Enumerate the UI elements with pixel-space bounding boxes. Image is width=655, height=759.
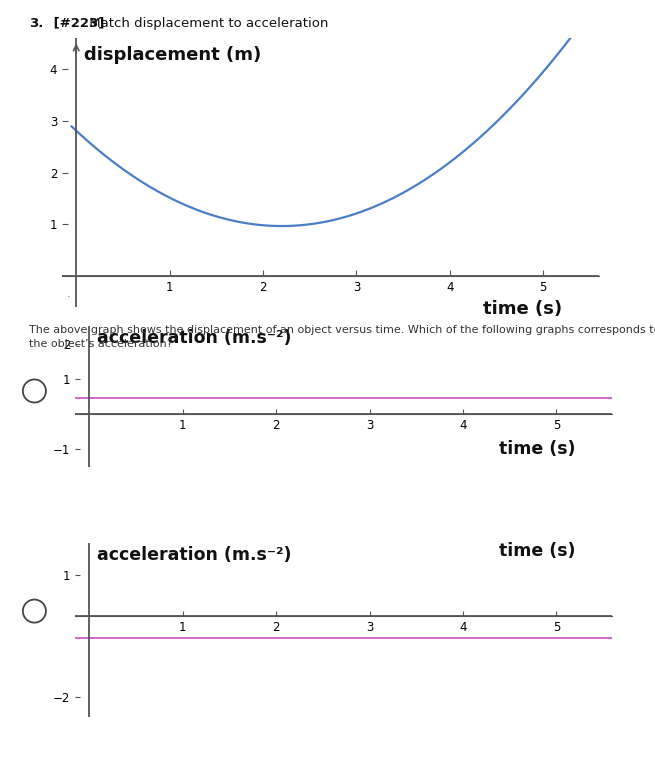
Text: 3.: 3. [29, 17, 44, 30]
Text: the object’s acceleration?: the object’s acceleration? [29, 339, 173, 349]
Text: [#223]: [#223] [49, 17, 105, 30]
Text: The above graph shows the displacement of an object versus time. Which of the fo: The above graph shows the displacement o… [29, 325, 655, 335]
Text: time (s): time (s) [483, 300, 562, 317]
Text: Match displacement to acceleration: Match displacement to acceleration [85, 17, 329, 30]
Text: .: . [67, 289, 71, 300]
Text: time (s): time (s) [498, 542, 575, 560]
Text: acceleration (m.s⁻²): acceleration (m.s⁻²) [97, 546, 291, 564]
Text: displacement (m): displacement (m) [84, 46, 261, 64]
Text: time (s): time (s) [498, 440, 575, 458]
Text: acceleration (m.s⁻²): acceleration (m.s⁻²) [97, 329, 291, 347]
